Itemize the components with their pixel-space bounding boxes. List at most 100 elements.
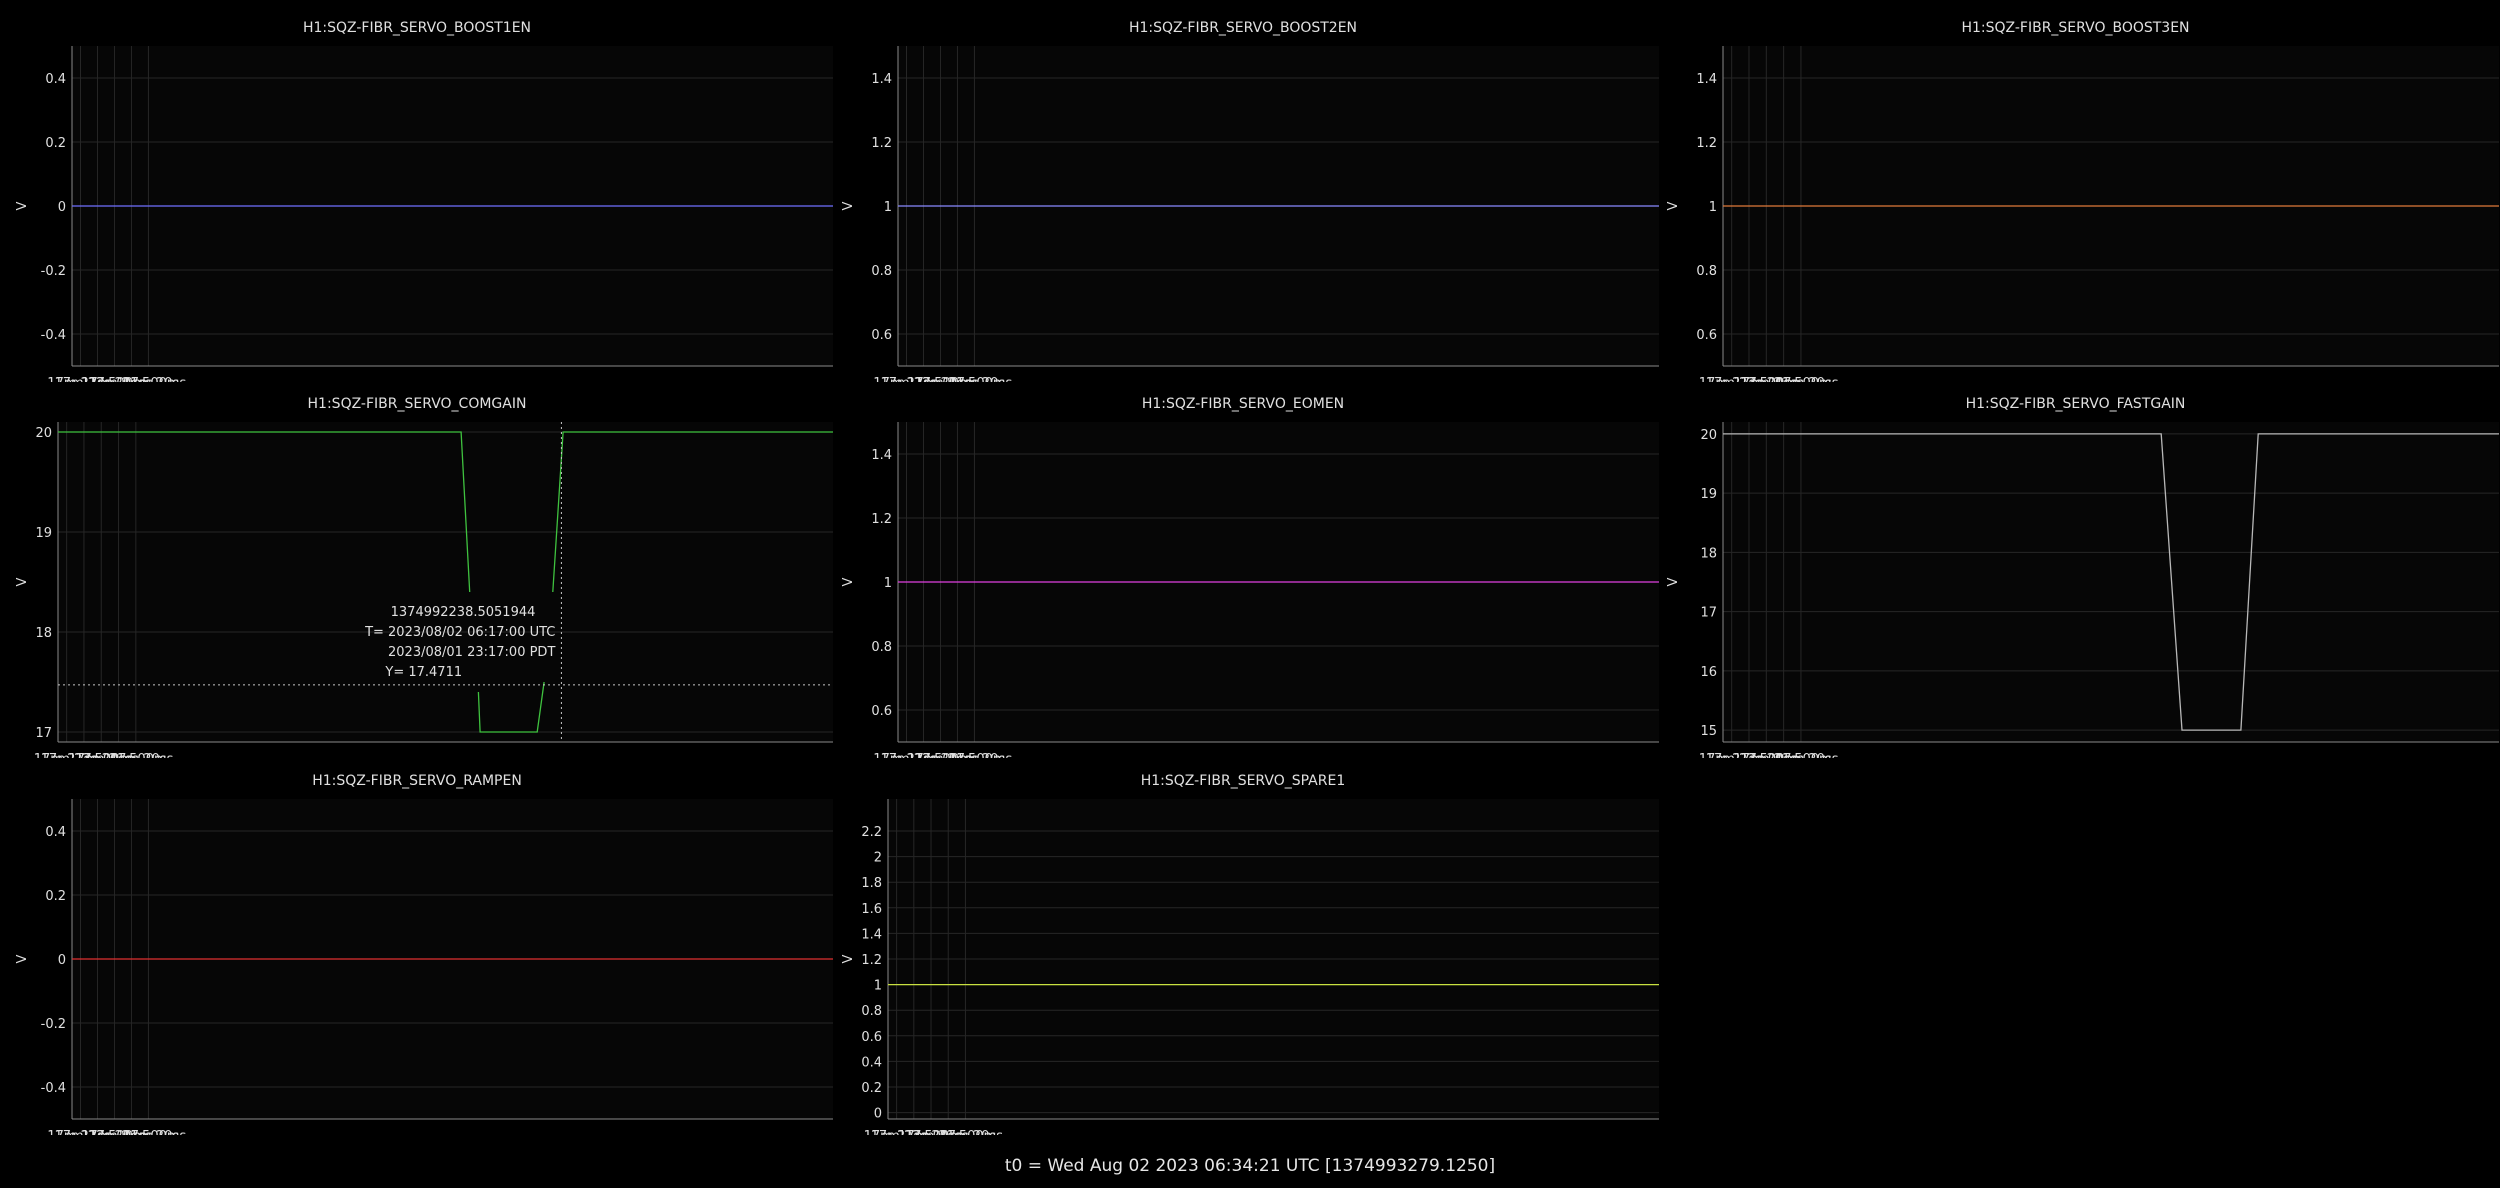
y-tick-label: 17 xyxy=(35,726,52,741)
y-tick-label: 1.4 xyxy=(871,448,892,463)
y-tick-label: 1 xyxy=(874,979,882,994)
x-tick-label: -17m,20s xyxy=(105,752,167,758)
y-tick-label: -0.2 xyxy=(41,1017,66,1032)
x-tick-label: -17m,21s xyxy=(910,752,972,758)
x-tick-label: -17m,21s xyxy=(900,1129,962,1135)
x-tick-label: -17m,21s,500ms xyxy=(869,376,979,382)
y-tick-label: 0.2 xyxy=(45,889,66,904)
x-tick-label: -17m,20s xyxy=(118,1129,180,1135)
x-tick-label: -17m,20s,500ms xyxy=(903,752,1013,758)
x-tick-label: -17m,20s,500ms xyxy=(77,376,187,382)
chart-title: H1:SQZ-FIBR_SERVO_BOOST2EN xyxy=(1129,20,1357,36)
y-tick-label: 0.8 xyxy=(871,640,892,655)
crosshair-readout-line: Y= 17.4711 xyxy=(384,665,462,680)
series-line-2 xyxy=(477,681,545,733)
y-tick-label: -0.4 xyxy=(41,328,66,343)
y-tick-label: 0.4 xyxy=(45,825,66,840)
chart-title: H1:SQZ-FIBR_SERVO_BOOST1EN xyxy=(303,20,531,36)
x-tick-label: -17m,22s xyxy=(876,752,938,758)
x-tick-label: -17m,21s xyxy=(71,752,133,758)
x-tick-label: -17m,21s xyxy=(1736,376,1798,382)
y-tick-label: 15 xyxy=(1700,724,1717,739)
y-tick-label: 1 xyxy=(1709,200,1717,215)
x-tick-label: -17m,21s,500ms xyxy=(43,1129,153,1135)
x-tick-label: -17m,21s,500ms xyxy=(1694,752,1804,758)
chart-panel-1[interactable]: H1:SQZ-FIBR_SERVO_BOOST1EN-17m,22s-17m,2… xyxy=(0,12,834,382)
y-tick-label: 0.2 xyxy=(45,136,66,151)
x-tick-label: -17m,21s,500ms xyxy=(1694,376,1804,382)
x-tick-label: -17m,21s,500ms xyxy=(869,752,979,758)
y-tick-label: 0.6 xyxy=(861,1030,882,1045)
x-tick-label: -17m,22s xyxy=(36,752,98,758)
chart-panel-2[interactable]: H1:SQZ-FIBR_SERVO_BOOST2EN-17m,22s-17m,2… xyxy=(826,12,1660,382)
y-tick-label: 0 xyxy=(58,200,66,215)
y-tick-label: 0 xyxy=(58,953,66,968)
y-tick-label: 1 xyxy=(884,200,892,215)
y-tick-label: 20 xyxy=(35,426,52,441)
x-tick-label: -17m,20s,500ms xyxy=(1729,376,1839,382)
x-tick-label: -17m,22s xyxy=(1701,376,1763,382)
y-tick-label: 0.8 xyxy=(871,264,892,279)
x-tick-label: -17m,20s xyxy=(935,1129,997,1135)
chart-title: H1:SQZ-FIBR_SERVO_RAMPEN xyxy=(312,773,522,789)
t0-footer: t0 = Wed Aug 02 2023 06:34:21 UTC [13749… xyxy=(1004,1156,1496,1176)
chart-title: H1:SQZ-FIBR_SERVO_FASTGAIN xyxy=(1966,396,2186,412)
chart-title: H1:SQZ-FIBR_SERVO_SPARE1 xyxy=(1141,773,1346,789)
crosshair-readout-line: 1374992238.5051944 xyxy=(391,605,536,620)
chart-panel-5[interactable]: H1:SQZ-FIBR_SERVO_EOMEN -17m,22s-17m,21s,… xyxy=(826,388,1660,758)
chart-panel-8[interactable]: H1:SQZ-FIBR_SERVO_SPARE1 -17m,22s-17m,21s… xyxy=(826,765,1660,1135)
chart-panel-7[interactable]: H1:SQZ-FIBR_SERVO_RAMPEN -17m,22s-17m,21s… xyxy=(0,765,834,1135)
chart-title: H1:SQZ-FIBR_SERVO_EOMEN xyxy=(1142,396,1344,412)
y-tick-label: 1.2 xyxy=(871,136,892,151)
y-tick-label: 2 xyxy=(874,851,882,866)
x-tick-label: -17m,22s xyxy=(876,376,938,382)
x-tick-label: -17m,22s xyxy=(50,1129,112,1135)
y-tick-label: 19 xyxy=(35,526,52,541)
x-tick-label: -17m,20s,500ms xyxy=(893,1129,1003,1135)
x-tick-label: -17m,20s xyxy=(118,376,180,382)
plot-area[interactable] xyxy=(58,422,833,742)
y-axis-label: V xyxy=(841,954,856,963)
y-axis-label: V xyxy=(1666,577,1681,586)
y-axis-label: V xyxy=(1666,201,1681,210)
x-tick-label: -17m,20s,500ms xyxy=(1729,752,1839,758)
x-tick-label: -17m,21s,500ms xyxy=(43,376,153,382)
y-tick-label: 19 xyxy=(1700,487,1717,502)
x-tick-label: -17m,21s xyxy=(84,376,146,382)
chart-panel-6[interactable]: H1:SQZ-FIBR_SERVO_FASTGAIN -17m,22s-17m,2… xyxy=(1651,388,2500,758)
y-axis-label: V xyxy=(841,577,856,586)
x-tick-label: -17m,20s xyxy=(944,376,1006,382)
y-tick-label: 1.8 xyxy=(861,876,882,891)
y-tick-label: 0 xyxy=(874,1107,882,1122)
plot-area[interactable] xyxy=(1723,422,2499,742)
x-tick-label: -17m,20s xyxy=(1770,376,1832,382)
x-tick-label: -17m,22s xyxy=(866,1129,928,1135)
x-tick-label: -17m,21s xyxy=(84,1129,146,1135)
y-tick-label: 17 xyxy=(1700,606,1717,621)
series-line-1 xyxy=(1723,433,2499,731)
y-tick-label: 18 xyxy=(35,626,52,641)
y-tick-label: 0.8 xyxy=(861,1004,882,1019)
x-tick-label: -17m,21s xyxy=(1736,752,1798,758)
x-tick-label: -17m,22s xyxy=(1701,752,1763,758)
chart-panel-3[interactable]: H1:SQZ-FIBR_SERVO_BOOST3EN-17m,22s-17m,2… xyxy=(1651,12,2500,382)
y-tick-label: 1.6 xyxy=(861,902,882,917)
y-axis-label: V xyxy=(15,954,30,963)
y-axis-label: V xyxy=(841,201,856,210)
x-tick-label: -17m,22s xyxy=(50,376,112,382)
y-tick-label: -0.4 xyxy=(41,1081,66,1096)
x-tick-label: -17m,21s,500ms xyxy=(29,752,139,758)
x-tick-label: -17m,21s xyxy=(910,376,972,382)
y-tick-label: 0.4 xyxy=(45,72,66,87)
y-tick-label: -0.2 xyxy=(41,264,66,279)
x-tick-label: -17m,20s,500ms xyxy=(903,376,1013,382)
chart-panel-4[interactable]: H1:SQZ-FIBR_SERVO_COMGAIN -17m,22s-17m,21… xyxy=(0,388,834,758)
chart-title: H1:SQZ-FIBR_SERVO_BOOST3EN xyxy=(1961,20,2189,36)
y-tick-label: 0.4 xyxy=(861,1055,882,1070)
y-axis-label: V xyxy=(15,577,30,586)
y-tick-label: 1.2 xyxy=(861,953,882,968)
y-tick-label: 0.6 xyxy=(871,704,892,719)
chart-title: H1:SQZ-FIBR_SERVO_COMGAIN xyxy=(308,396,527,412)
y-tick-label: 16 xyxy=(1700,665,1717,680)
